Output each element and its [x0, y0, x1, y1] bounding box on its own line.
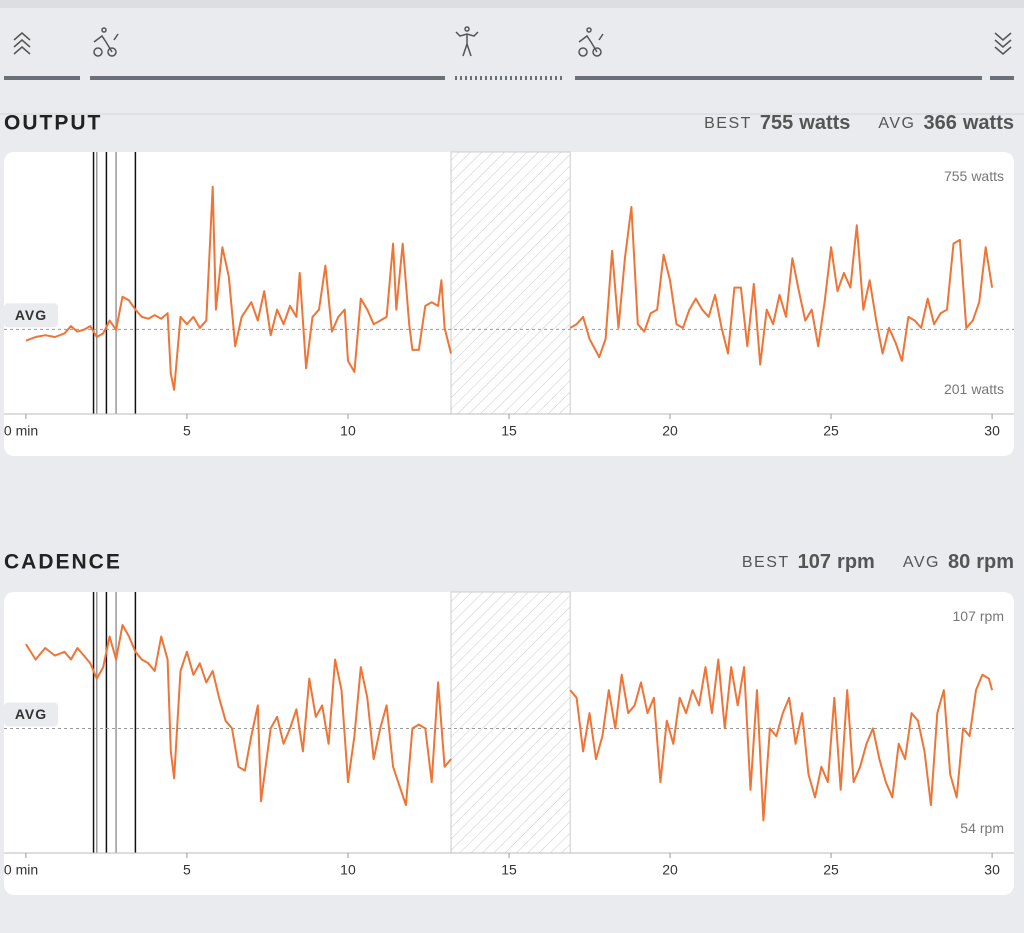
stat-unit: watts [962, 112, 1014, 134]
x-tick-label: 15 [501, 862, 517, 878]
cycling-icon[interactable] [578, 27, 604, 57]
stat-unit: rpm [837, 551, 875, 573]
x-tick-label: 10 [340, 862, 356, 878]
avg-label: AVG [15, 706, 47, 722]
stat-value: 755 [760, 112, 793, 134]
stretch-icon[interactable] [455, 26, 479, 57]
stat-value: 366 [924, 112, 957, 134]
x-tick-label: 25 [823, 423, 839, 439]
stat-value: 107 [798, 551, 831, 573]
max-label: 107 rpm [953, 608, 1004, 624]
max-value: 755 [944, 168, 968, 184]
min-value: 54 [960, 820, 976, 836]
max-unit: rpm [980, 608, 1004, 624]
min-value: 201 [944, 381, 968, 397]
min-label: 201 watts [944, 381, 1004, 397]
x-tick-label: 30 [984, 423, 1000, 439]
chart-title: OUTPUT [4, 112, 102, 135]
scroll-down-icon[interactable] [994, 32, 1012, 55]
x-tick-label: 5 [183, 862, 191, 878]
chart-title: CADENCE [4, 551, 122, 574]
stat-unit: rpm [976, 551, 1014, 573]
x-tick-label: 20 [662, 862, 678, 878]
stats: BEST 107 rpm AVG 80 rpm [742, 551, 1014, 573]
segment-nav [13, 26, 1012, 57]
x-tick-label: 0 min [4, 423, 38, 439]
scroll-up-icon[interactable] [13, 32, 31, 55]
max-unit: watts [970, 168, 1004, 184]
rest-range [450, 151, 571, 415]
series-line [25, 185, 994, 391]
avg-label: AVG [15, 307, 47, 323]
min-unit: rpm [980, 820, 1004, 836]
x-tick-label: 25 [823, 862, 839, 878]
stat-label: BEST [742, 554, 790, 571]
stats: BEST 755 watts AVG 366 watts [704, 112, 1014, 134]
series-line [25, 624, 994, 822]
stat-value: 80 [948, 551, 970, 573]
x-tick-label: 5 [183, 423, 191, 439]
x-tick-label: 10 [340, 423, 356, 439]
x-tick-label: 15 [501, 423, 517, 439]
stat-unit: watts [798, 112, 850, 134]
stat-label: BEST [704, 115, 752, 132]
min-label: 54 rpm [960, 820, 1004, 836]
max-value: 107 [953, 608, 977, 624]
avg-badge [4, 702, 58, 727]
stat-label: AVG [903, 554, 940, 571]
avg-badge [4, 303, 58, 328]
stat-label: AVG [878, 115, 915, 132]
top-shadow [0, 0, 1024, 8]
min-unit: watts [970, 381, 1004, 397]
max-label: 755 watts [944, 168, 1004, 184]
x-tick-label: 30 [984, 862, 1000, 878]
rest-range [450, 591, 571, 854]
x-tick-label: 0 min [4, 862, 38, 878]
x-tick-label: 20 [662, 423, 678, 439]
cycling-icon[interactable] [93, 27, 119, 57]
